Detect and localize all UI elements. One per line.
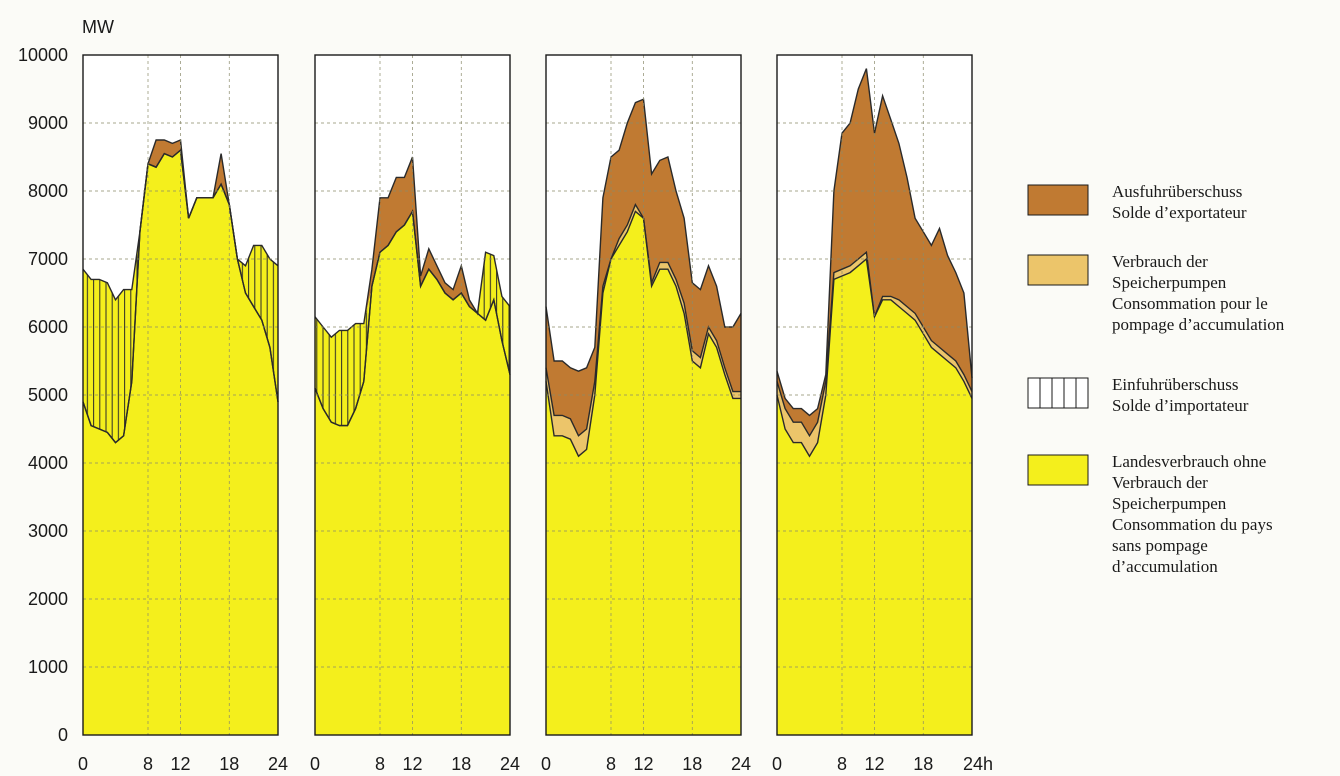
consumption-area <box>315 211 510 735</box>
x-tick-label: 0 <box>772 754 782 774</box>
x-tick-label: 8 <box>606 754 616 774</box>
y-tick-label: 4000 <box>28 453 68 473</box>
x-tick-label: 18 <box>219 754 239 774</box>
x-tick-label: 12 <box>170 754 190 774</box>
x-tick-label: 24h <box>963 754 993 774</box>
y-axis: 0 1000 2000 3000 4000 5000 6000 7000 8000 9000 100… <box>18 45 68 745</box>
pumping-area <box>777 252 972 457</box>
export-area <box>546 99 741 436</box>
y-tick-label: 10000 <box>18 45 68 65</box>
import-area <box>315 211 510 426</box>
y-tick-label: 1000 <box>28 657 68 677</box>
panel-frame <box>82 54 279 736</box>
legend-line: Landesverbrauch ohne <box>1112 452 1266 471</box>
legend-line: Solde d’exportateur <box>1112 203 1247 222</box>
panel-3: 0 8 12 18 24 <box>541 54 751 774</box>
legend-label-export: Ausfuhrüberschuss Solde d’exportateur <box>1112 182 1247 222</box>
legend-line: Einfuhrüberschuss <box>1112 375 1239 394</box>
y-tick-label: 9000 <box>28 113 68 133</box>
legend-label-import: Einfuhrüberschuss Solde d’importateur <box>1112 375 1249 415</box>
legend-swatch-pumping <box>1027 254 1089 286</box>
panel-frame <box>314 54 511 736</box>
y-tick-label: 5000 <box>28 385 68 405</box>
legend-line: d’accumulation <box>1112 557 1218 576</box>
pumping-line <box>82 148 279 444</box>
legend-line: sans pompage <box>1112 536 1208 555</box>
legend-line: Speicherpumpen <box>1112 273 1227 292</box>
legend-swatch-export <box>1027 184 1089 216</box>
export-area <box>777 68 972 436</box>
chart-panels: 0 8 12 18 24 0 8 12 18 24 0 8 12 18 24 0 8 12 18 24h <box>78 54 993 774</box>
x-tick-label: 0 <box>78 754 88 774</box>
x-tick-label: 8 <box>143 754 153 774</box>
y-tick-label: 6000 <box>28 317 68 337</box>
y-tick-label: 0 <box>58 725 68 745</box>
x-tick-label: 24 <box>268 754 288 774</box>
legend-line: Verbrauch der <box>1112 252 1208 271</box>
panel-4: 0 8 12 18 24h <box>772 54 993 774</box>
y-tick-label: 2000 <box>28 589 68 609</box>
legend-line: Solde d’importateur <box>1112 396 1249 415</box>
x-tick-label: 24 <box>500 754 520 774</box>
y-tick-label: 3000 <box>28 521 68 541</box>
x-tick-label: 0 <box>310 754 320 774</box>
x-tick-label: 18 <box>913 754 933 774</box>
x-tick-label: 18 <box>451 754 471 774</box>
legend: Ausfuhrüberschuss Solde d’exportateur Verb… <box>1027 182 1285 576</box>
y-axis-unit: MW <box>82 17 114 37</box>
x-tick-label: 24 <box>731 754 751 774</box>
legend-swatch-import <box>1027 377 1089 409</box>
legend-swatch-consumption <box>1027 454 1089 486</box>
legend-line: Verbrauch der <box>1112 473 1208 492</box>
x-tick-label: 8 <box>375 754 385 774</box>
y-tick-label: 7000 <box>28 249 68 269</box>
x-tick-label: 0 <box>541 754 551 774</box>
x-tick-label: 12 <box>864 754 884 774</box>
legend-line: Speicherpumpen <box>1112 494 1227 513</box>
legend-label-consumption: Landesverbrauch ohne Verbrauch der Speiche… <box>1112 452 1273 576</box>
legend-label-pumping: Verbrauch der Speicherpumpen Consommation … <box>1112 252 1285 334</box>
consumption-area <box>546 211 741 735</box>
legend-line: pompage d’accumulation <box>1112 315 1285 334</box>
x-tick-label: 18 <box>682 754 702 774</box>
legend-line: Consommation du pays <box>1112 515 1273 534</box>
x-tick-label: 12 <box>633 754 653 774</box>
panel-frame <box>776 54 973 736</box>
y-tick-label: 8000 <box>28 181 68 201</box>
x-tick-label: 12 <box>402 754 422 774</box>
legend-line: Ausfuhrüberschuss <box>1112 182 1242 201</box>
legend-line: Consommation pour le <box>1112 294 1268 313</box>
panel-frame <box>545 54 742 736</box>
pumping-line <box>776 250 973 438</box>
x-tick-label: 8 <box>837 754 847 774</box>
panel-2: 0 8 12 18 24 <box>310 54 520 774</box>
panel-1: 0 8 12 18 24 <box>78 54 288 774</box>
